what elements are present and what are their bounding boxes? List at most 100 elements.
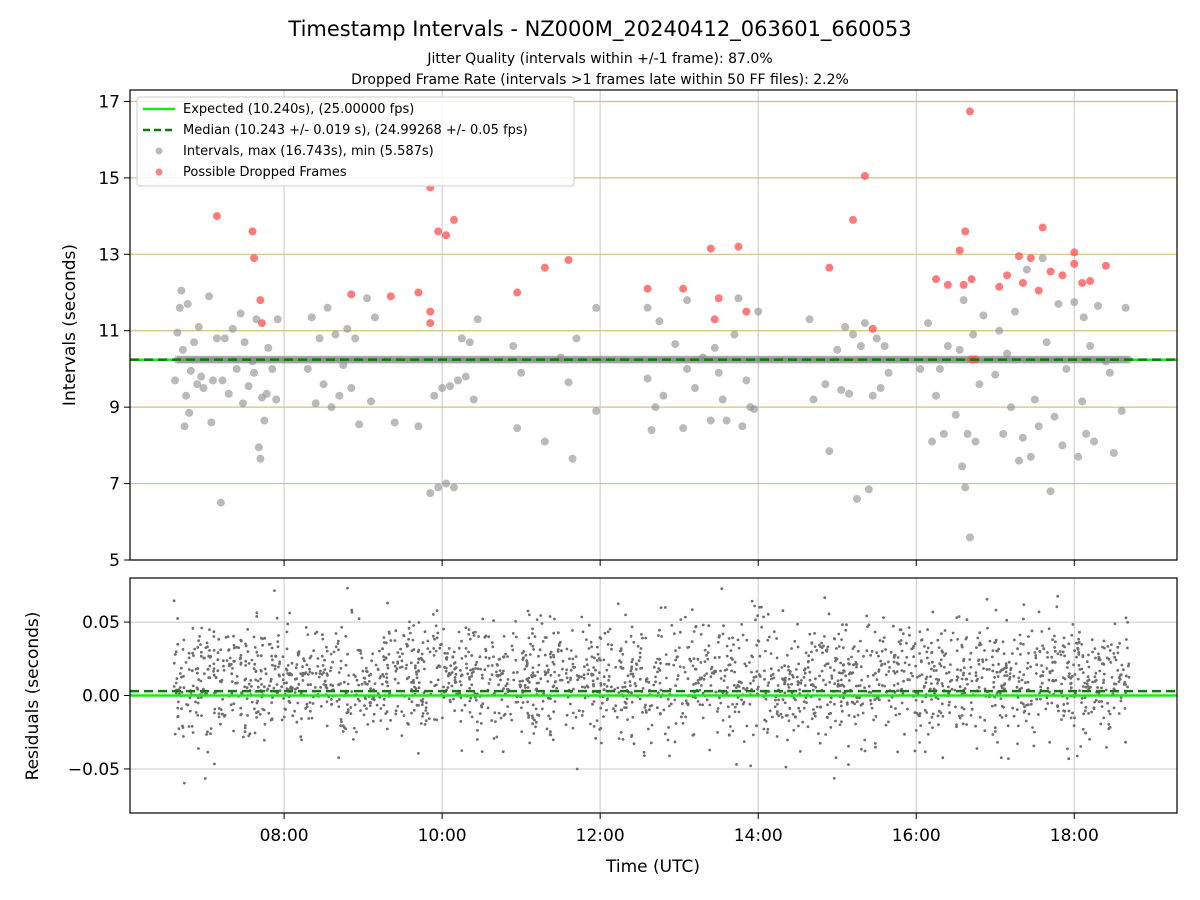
residual-point	[878, 639, 882, 642]
residual-point	[969, 714, 973, 717]
residual-point	[191, 731, 195, 734]
residual-point	[629, 669, 633, 673]
residual-point	[574, 715, 578, 719]
residual-point	[526, 609, 530, 613]
residual-point	[406, 644, 410, 648]
residual-point	[458, 692, 461, 695]
residual-point	[221, 659, 225, 663]
dropped-frame-point	[961, 227, 970, 236]
residual-point	[191, 627, 195, 630]
residual-point	[339, 659, 343, 663]
residual-point	[630, 625, 634, 629]
residual-point	[1071, 674, 1074, 678]
residual-point	[363, 704, 366, 707]
residual-point	[173, 653, 177, 656]
residual-point	[546, 670, 550, 674]
residual-point	[301, 674, 304, 678]
residual-point	[509, 712, 512, 716]
residual-point	[807, 654, 811, 658]
residual-point	[846, 702, 849, 706]
residual-point	[781, 609, 785, 613]
residual-point	[270, 717, 274, 721]
dropped-frame-point	[1046, 267, 1055, 276]
residual-point	[309, 654, 313, 658]
residual-point	[350, 608, 354, 612]
residual-point	[826, 662, 830, 665]
residual-point	[543, 653, 547, 657]
residual-point	[587, 647, 591, 650]
residual-point	[874, 745, 877, 749]
residual-point	[769, 667, 773, 671]
residual-point	[614, 665, 618, 669]
dropped-frame-point	[1003, 271, 1012, 280]
residual-point	[468, 637, 472, 641]
residual-point	[212, 635, 216, 638]
residual-point	[172, 685, 176, 688]
residual-point	[299, 735, 303, 739]
residual-point	[871, 673, 875, 677]
residual-point	[712, 672, 716, 675]
legend-dropped-label: Possible Dropped Frames	[183, 165, 347, 180]
interval-point	[849, 330, 858, 339]
dropped-frame-point	[931, 275, 940, 284]
residual-point	[701, 691, 705, 695]
residual-point	[731, 658, 734, 661]
residual-point	[420, 703, 424, 707]
residual-point	[660, 635, 663, 638]
interval-point	[513, 424, 522, 433]
residual-point	[632, 742, 636, 746]
interval-point	[742, 376, 751, 385]
residual-point	[240, 712, 243, 716]
residual-point	[727, 663, 731, 667]
residual-point	[425, 701, 428, 705]
residual-point	[1120, 663, 1124, 667]
residual-point	[758, 654, 762, 658]
residual-point	[460, 673, 464, 677]
residual-point	[423, 723, 427, 726]
residual-point	[492, 655, 495, 659]
residual-point	[534, 707, 538, 711]
residual-point	[435, 636, 439, 640]
residual-point	[853, 715, 856, 719]
residual-point	[188, 696, 192, 700]
residual-point	[786, 683, 790, 686]
residual-point	[319, 686, 322, 689]
residual-point	[527, 676, 531, 680]
residual-point	[714, 670, 717, 673]
interval-point	[207, 418, 216, 427]
residual-point	[969, 665, 973, 669]
residual-point	[528, 741, 532, 745]
residual-point	[259, 654, 263, 658]
interval-point	[311, 399, 320, 408]
residual-point	[382, 703, 386, 707]
residual-point	[638, 697, 642, 701]
residual-point	[719, 677, 723, 680]
residual-point	[644, 680, 648, 683]
residual-point	[447, 647, 451, 650]
interval-point	[1082, 429, 1091, 438]
residual-point	[568, 657, 571, 661]
residual-point	[1094, 671, 1098, 675]
residual-point	[1069, 676, 1073, 680]
interval-point	[343, 324, 352, 333]
residual-point	[331, 660, 335, 664]
dropped-frame-point	[868, 324, 877, 333]
residual-point	[993, 641, 996, 645]
residual-point	[195, 686, 199, 690]
residual-point	[752, 676, 756, 679]
dropped-frame-point	[1026, 254, 1035, 263]
residual-point	[304, 707, 307, 710]
residual-point	[506, 705, 510, 708]
residual-point	[866, 674, 870, 678]
residual-point	[932, 687, 936, 691]
residual-point	[804, 651, 808, 655]
residual-point	[321, 633, 324, 637]
residual-point	[270, 654, 273, 658]
residual-point	[319, 704, 323, 708]
residual-point	[435, 666, 439, 670]
residual-point	[1041, 674, 1044, 678]
dropped-frame-point	[257, 319, 266, 328]
residual-point	[991, 669, 995, 673]
interval-point	[959, 296, 968, 305]
residual-point	[991, 649, 995, 652]
